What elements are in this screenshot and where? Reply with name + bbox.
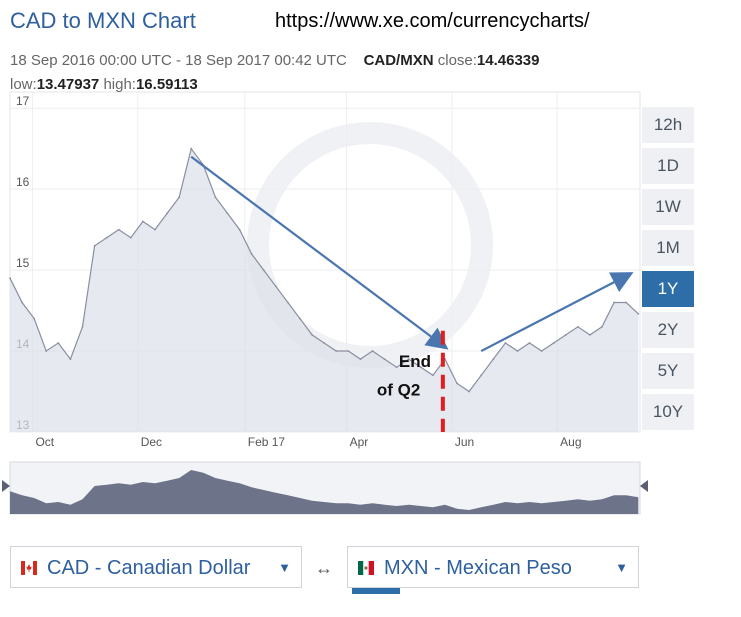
navigator-area (10, 470, 639, 514)
data-point (347, 350, 350, 352)
data-point (214, 196, 217, 199)
data-point (117, 228, 120, 231)
currency-pair: CAD/MXN (363, 52, 434, 69)
canada-flag-icon (21, 561, 37, 575)
range-button-1y[interactable]: 1Y (642, 271, 694, 307)
data-point (552, 342, 555, 344)
selector-underline (352, 588, 400, 594)
data-point (516, 350, 519, 352)
range-button-5y[interactable]: 5Y (642, 353, 694, 389)
data-point (226, 212, 229, 215)
data-point (432, 374, 434, 377)
navigator-handle-right-icon (640, 480, 648, 492)
date-range-line: 18 Sep 2016 00:00 UTC - 18 Sep 2017 00:4… (10, 52, 540, 69)
range-button-1m[interactable]: 1M (642, 230, 694, 266)
data-point (154, 228, 156, 231)
data-point (299, 317, 301, 320)
data-point (287, 301, 289, 304)
source-url: https://www.xe.com/currencycharts/ (275, 10, 590, 32)
data-point (93, 244, 96, 247)
data-point (468, 390, 470, 393)
x-tick-label: Dec (141, 435, 162, 449)
data-point (166, 212, 169, 215)
data-point (9, 277, 11, 280)
data-point (274, 285, 277, 288)
data-point (407, 358, 410, 360)
close-label: close: (437, 52, 477, 69)
data-point (480, 374, 483, 377)
data-point (492, 358, 495, 360)
data-point (419, 366, 422, 369)
downtrend-arrow (190, 155, 449, 350)
data-point (69, 358, 72, 360)
data-point (335, 350, 338, 352)
data-point (528, 342, 531, 344)
series-area (10, 148, 639, 432)
data-point (57, 342, 60, 344)
data-point (371, 350, 374, 352)
range-button-1d[interactable]: 1D (642, 148, 694, 184)
data-point (323, 342, 325, 344)
range-button-12h[interactable]: 12h (642, 107, 694, 143)
x-tick-label: Jun (455, 435, 474, 449)
x-tick-label: Apr (350, 435, 369, 449)
data-point (45, 350, 48, 352)
data-point (81, 325, 84, 328)
to-currency-select[interactable]: MXN - Mexican Peso ▼ (347, 546, 639, 588)
annotation-text: End (399, 352, 431, 371)
date-range: 18 Sep 2016 00:00 UTC - 18 Sep 2017 00:4… (10, 52, 347, 69)
data-point (359, 358, 362, 360)
chevron-down-icon: ▼ (278, 560, 291, 575)
annotation-text: of Q2 (377, 381, 420, 400)
data-point (564, 334, 567, 336)
data-point (395, 366, 398, 369)
to-currency-label: MXN - Mexican Peso (384, 557, 572, 579)
data-point (625, 301, 628, 304)
data-point (613, 301, 615, 304)
navigator-handle-left-icon (2, 480, 10, 492)
range-button-2y[interactable]: 2Y (642, 312, 694, 348)
data-point (589, 334, 591, 336)
data-point (637, 312, 640, 315)
data-point (504, 342, 507, 344)
low-value: 13.47937 (36, 76, 100, 93)
data-point (142, 220, 144, 223)
high-value: 16.59113 (135, 76, 198, 93)
data-point (577, 325, 579, 328)
data-point (178, 196, 181, 199)
mexico-flag-icon (358, 561, 374, 575)
data-point (456, 382, 458, 385)
from-currency-label: CAD - Canadian Dollar (47, 557, 251, 579)
range-button-10y[interactable]: 10Y (642, 394, 694, 430)
y-tick-label: 17 (16, 94, 30, 108)
range-button-1w[interactable]: 1W (642, 189, 694, 225)
data-point (311, 334, 313, 336)
high-label: high: (103, 76, 136, 93)
page-title: CAD to MXN Chart (10, 8, 196, 33)
low-label: low: (10, 76, 37, 93)
from-currency-select[interactable]: CAD - Canadian Dollar ▼ (10, 546, 302, 588)
data-point (540, 350, 543, 352)
data-point (33, 317, 36, 320)
data-point (21, 301, 23, 304)
data-point (238, 228, 241, 231)
data-point (250, 253, 253, 255)
uptrend-arrow (480, 272, 634, 353)
swap-icon[interactable]: ↔ (315, 558, 333, 578)
x-tick-label: Aug (560, 435, 581, 449)
x-tick-label: Feb 17 (248, 435, 286, 449)
data-point (190, 147, 193, 150)
data-point (383, 358, 386, 360)
x-tick-label: Oct (35, 435, 54, 449)
y-tick-label: 15 (16, 256, 30, 270)
data-point (601, 325, 603, 328)
close-value: 14.46339 (476, 52, 540, 69)
y-tick-label: 16 (16, 175, 30, 189)
data-point (129, 236, 132, 239)
data-point (262, 269, 265, 271)
chevron-down-icon: ▼ (615, 560, 628, 575)
low-high-line: low:13.47937 high:16.59113 (10, 76, 198, 93)
data-point (105, 236, 108, 239)
